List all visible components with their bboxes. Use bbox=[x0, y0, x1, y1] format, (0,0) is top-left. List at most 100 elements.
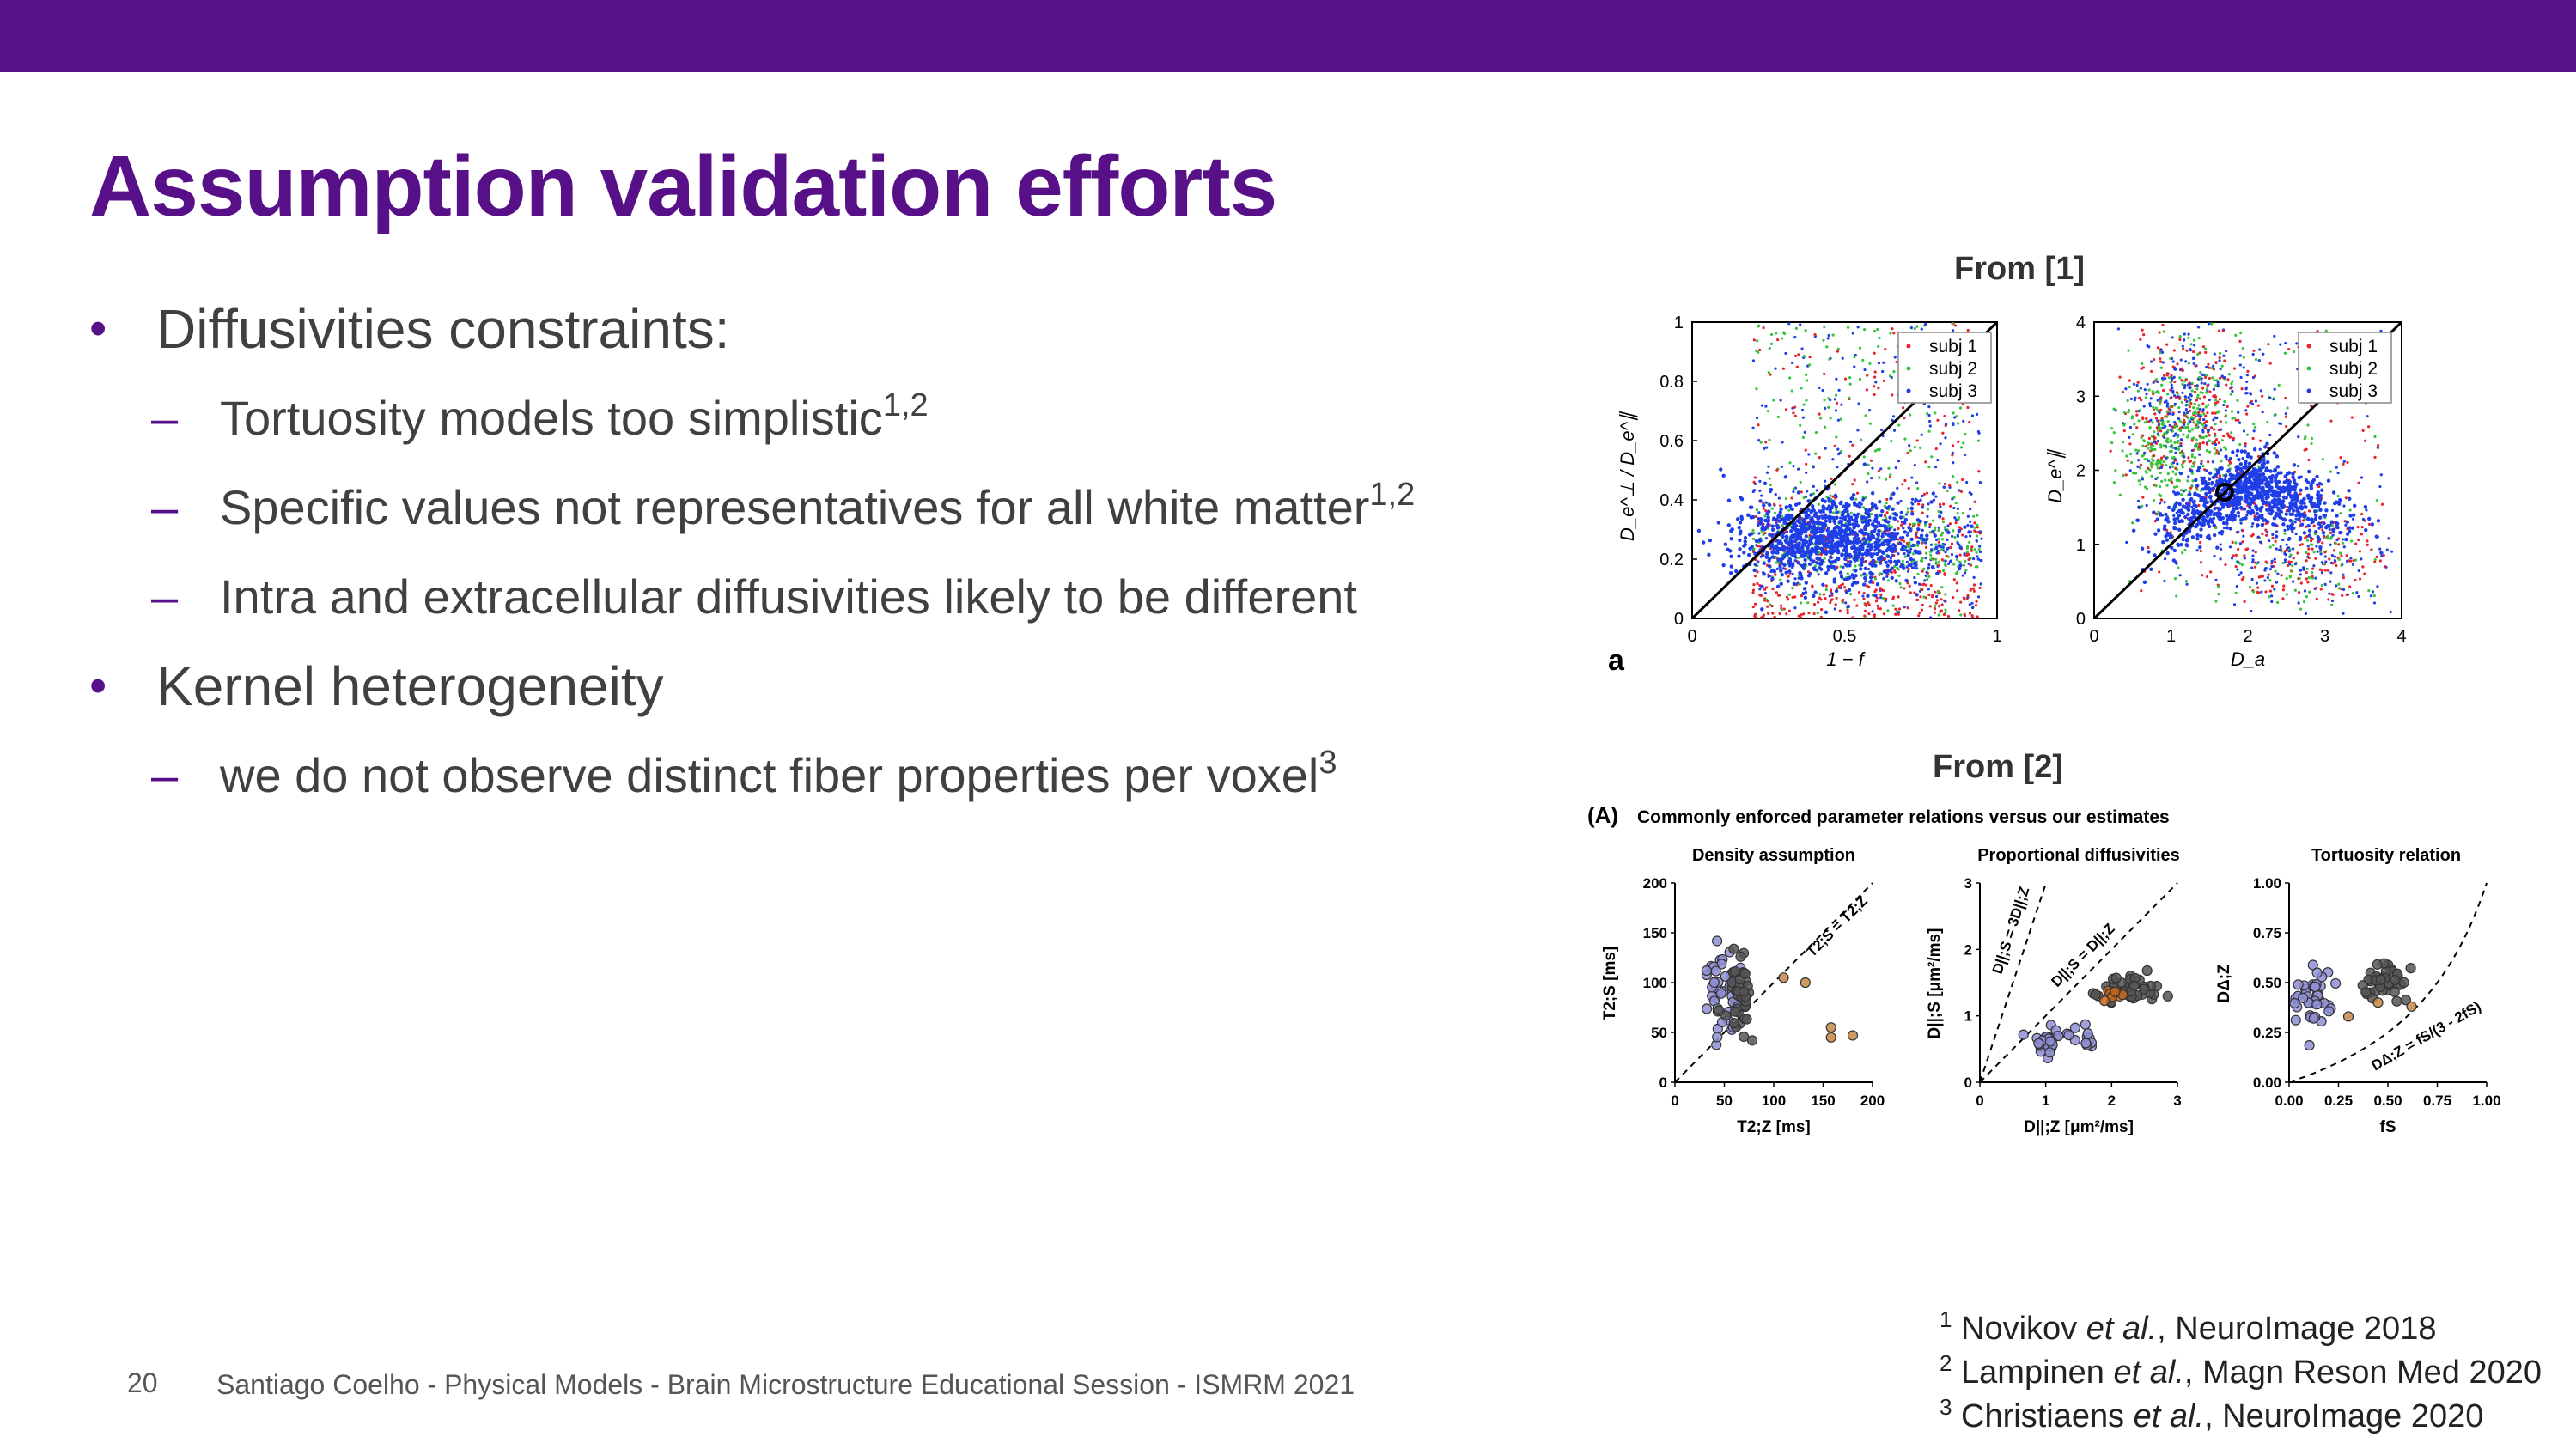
scatter-point bbox=[1851, 616, 1854, 619]
scatter-point bbox=[2261, 394, 2264, 398]
scatter-point bbox=[2315, 474, 2319, 479]
scatter-point bbox=[1890, 375, 1893, 380]
scatter-point bbox=[2330, 554, 2335, 557]
scatter-point bbox=[1743, 535, 1748, 540]
tick-label: 0.4 bbox=[1659, 491, 1684, 510]
scatter-point bbox=[1762, 572, 1766, 576]
scatter-point bbox=[2241, 456, 2244, 460]
scatter-point bbox=[1808, 356, 1812, 359]
scatter-point bbox=[1771, 588, 1775, 591]
scatter-point bbox=[1913, 464, 1916, 467]
scatter-point bbox=[2150, 474, 2153, 478]
scatter-point bbox=[1829, 494, 1832, 497]
scatter-point bbox=[2390, 550, 2394, 553]
scatter-point bbox=[2208, 490, 2212, 495]
scatter-point bbox=[1959, 446, 1964, 449]
scatter-point bbox=[1793, 577, 1797, 581]
scatter-point bbox=[2189, 343, 2193, 346]
scatter-point bbox=[2208, 376, 2211, 381]
scatter-point bbox=[1889, 557, 1892, 560]
figure1-scatter-plots: 00.20.40.60.81 0 0.5 1 D_e^⊥ / D_e^∥ 1 − f… bbox=[1608, 314, 2407, 677]
scatter-point bbox=[1868, 575, 1873, 580]
scatter-point bbox=[1934, 543, 1938, 546]
scatter-point bbox=[1851, 483, 1854, 486]
scatter-point bbox=[1799, 616, 1803, 619]
scatter-point bbox=[1880, 534, 1885, 539]
scatter-point bbox=[1856, 429, 1860, 432]
scatter-point bbox=[1820, 550, 1825, 554]
scatter-point bbox=[2245, 380, 2249, 384]
scatter-point bbox=[1820, 608, 1824, 612]
scatter-point bbox=[1904, 578, 1909, 583]
scatter-point bbox=[1807, 541, 1812, 546]
scatter-point bbox=[2159, 484, 2162, 489]
scatter-point bbox=[1799, 532, 1804, 536]
scatter-point bbox=[1726, 498, 1732, 502]
scatter-point bbox=[1980, 537, 1983, 540]
scatter-point bbox=[2208, 366, 2211, 369]
scatter-point bbox=[1943, 543, 1946, 546]
scatter-point bbox=[1797, 576, 1800, 580]
scatter-point bbox=[2262, 492, 2268, 496]
tick-label: 0 bbox=[1687, 627, 1696, 646]
scatter-point bbox=[2124, 387, 2128, 391]
scatter-point bbox=[2243, 449, 2247, 454]
scatter-point bbox=[2341, 538, 2345, 541]
scatter-point bbox=[2176, 435, 2179, 439]
scatter-point bbox=[1966, 405, 1970, 410]
scatter-point bbox=[2258, 540, 2262, 544]
scatter-point bbox=[1886, 533, 1891, 538]
scatter-point bbox=[1902, 406, 1905, 410]
scatter-point bbox=[1800, 408, 1805, 412]
scatter-point bbox=[1826, 337, 1830, 340]
scatter-point bbox=[1865, 522, 1869, 527]
scatter-point bbox=[1866, 594, 1870, 598]
figure2-scatter-plots: (A) Commonly enforced parameter relation… bbox=[1587, 802, 2501, 1136]
scatter-point bbox=[1854, 519, 1859, 524]
scatter-point bbox=[1857, 505, 1862, 509]
scatter-point bbox=[1849, 496, 1854, 501]
scatter-point bbox=[2169, 445, 2172, 448]
scatter-point bbox=[2199, 370, 2202, 374]
scatter-point bbox=[1921, 528, 1924, 533]
scatter-point bbox=[1781, 524, 1784, 527]
scatter-point bbox=[2159, 357, 2162, 361]
scatter-point bbox=[1824, 588, 1828, 592]
scatter-point bbox=[2252, 447, 2257, 452]
scatter-point bbox=[2214, 432, 2217, 435]
scatter-point bbox=[2183, 395, 2187, 399]
scatter-point bbox=[2270, 473, 2275, 478]
scatter-point bbox=[1967, 530, 1971, 534]
scatter-point bbox=[1867, 472, 1870, 476]
scatter-point bbox=[1868, 570, 1873, 575]
scatter-point bbox=[2258, 439, 2262, 442]
tick-label: 2 bbox=[2243, 627, 2252, 646]
scatter-point bbox=[1879, 571, 1882, 575]
scatter-point bbox=[2327, 598, 2330, 601]
right-plot-legend: subj 1 subj 2 subj 3 bbox=[2298, 332, 2392, 404]
scatter-point bbox=[1928, 605, 1932, 608]
scatter-point bbox=[2249, 401, 2252, 405]
scatter-point bbox=[1770, 568, 1775, 573]
scatter-point bbox=[2312, 564, 2316, 568]
legend-subj3: subj 3 bbox=[2329, 381, 2378, 401]
scatter-point bbox=[2288, 503, 2293, 508]
scatter-point bbox=[2152, 408, 2156, 411]
scatter-point bbox=[1769, 342, 1774, 345]
scatter-point bbox=[2265, 441, 2269, 446]
scatter-point bbox=[1701, 540, 1706, 545]
scatter-point bbox=[1787, 569, 1792, 574]
scatter-point bbox=[2313, 529, 2318, 534]
scatter-point bbox=[1940, 510, 1943, 514]
scatter-point bbox=[2235, 502, 2239, 508]
scatter-point bbox=[1864, 616, 1868, 619]
scatter-point bbox=[2180, 519, 2184, 524]
scatter-point bbox=[2183, 418, 2186, 422]
scatter-point bbox=[2286, 563, 2290, 568]
scatter-point bbox=[1879, 467, 1883, 471]
scatter-point bbox=[2138, 409, 2142, 412]
scatter-point bbox=[2190, 453, 2194, 456]
scatter-point bbox=[2173, 425, 2177, 429]
scatter-point bbox=[2199, 550, 2202, 553]
scatter-point bbox=[2250, 525, 2254, 528]
